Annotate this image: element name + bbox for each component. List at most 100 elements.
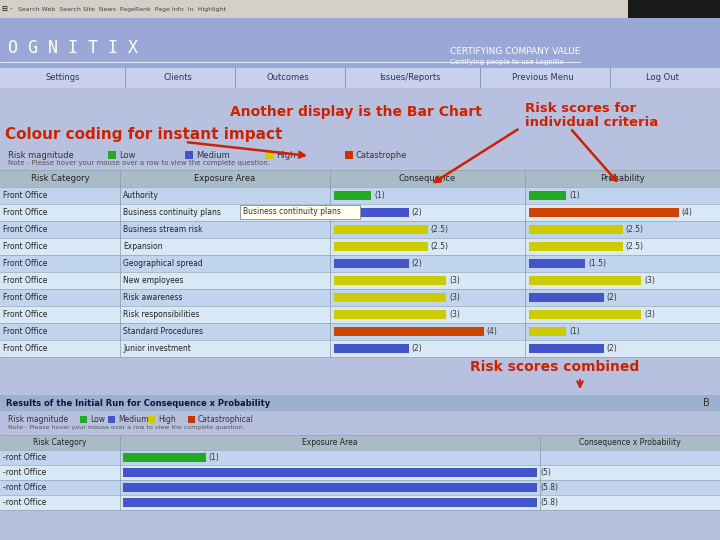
Text: Note - Please hover your mouse over a row to view the complete question.: Note - Please hover your mouse over a ro… [8,160,270,166]
Bar [529,191,567,200]
Text: Front Office: Front Office [3,327,48,336]
Text: (4): (4) [487,327,498,336]
Text: Exposure Area: Exposure Area [302,438,358,447]
Bar [334,310,446,319]
Text: Log Out: Log Out [646,73,679,83]
Bar [529,225,623,234]
Bar [0,204,720,221]
Text: -ront Office: -ront Office [3,483,46,492]
Text: (3): (3) [449,293,460,302]
Bar [529,310,642,319]
Bar [123,468,537,477]
Text: Front Office: Front Office [3,208,48,217]
Text: Previous Menu: Previous Menu [512,73,573,83]
Text: Risk responsibilities: Risk responsibilities [123,310,199,319]
Text: Settings: Settings [45,73,80,83]
Bar [529,345,604,353]
Text: (2.5): (2.5) [431,242,449,251]
Bar [529,293,604,302]
Text: (1): (1) [570,327,580,336]
Text: (4): (4) [682,208,693,217]
Bar [529,276,642,285]
Text: Another display is the Bar Chart: Another display is the Bar Chart [230,105,482,119]
Text: Front Office: Front Office [3,293,48,302]
Text: Risk Category: Risk Category [33,438,86,447]
Bar [0,221,720,238]
Text: Front Office: Front Office [3,310,48,319]
Text: Exposure Area: Exposure Area [194,174,256,183]
Bar [0,306,720,323]
Bar [185,151,193,159]
Bar [0,465,720,480]
Bar [334,293,446,302]
Text: Junior investment: Junior investment [123,344,191,353]
Bar [0,289,720,306]
Bar [334,242,428,251]
Bar [123,483,537,492]
Text: (2.5): (2.5) [626,242,644,251]
Text: Front Office: Front Office [3,259,48,268]
Text: Expansion: Expansion [123,242,163,251]
Text: Consequence x Probability: Consequence x Probability [579,438,681,447]
Bar [0,395,720,411]
Text: Business continuity plans: Business continuity plans [123,208,221,217]
Text: Probability: Probability [600,174,645,183]
Text: Business continuity plans: Business continuity plans [123,468,221,477]
Bar [0,68,720,88]
Text: Risk scores for: Risk scores for [525,102,636,114]
Text: (1): (1) [374,191,385,200]
Bar [529,208,679,217]
Text: Medium: Medium [118,415,148,423]
Bar [0,323,720,340]
Bar [0,18,720,68]
Bar [529,327,567,336]
Text: High: High [276,151,295,159]
Text: Risk Category: Risk Category [31,174,89,183]
Bar [108,416,115,423]
Text: Geographical spread: Geographical spread [123,259,203,268]
Bar [334,276,446,285]
Bar [148,416,155,423]
Text: individual criteria: individual criteria [525,116,658,129]
Bar [610,68,611,88]
Text: (2): (2) [412,344,423,353]
Text: (3): (3) [449,276,460,285]
Bar [480,68,481,88]
Bar [0,480,720,495]
Bar [265,151,273,159]
Text: Front Office: Front Office [3,344,48,353]
Bar [123,498,537,507]
Text: Business continuity plans: Business continuity plans [243,207,341,217]
Bar [80,416,87,423]
Text: (3): (3) [449,310,460,319]
Text: CERTIFYING COMPANY VALUE: CERTIFYING COMPANY VALUE [450,48,580,57]
Bar [0,170,720,187]
Bar [188,416,195,423]
Text: Front Office: Front Office [3,276,48,285]
Bar [108,151,116,159]
Bar [0,187,720,204]
Text: (2): (2) [412,259,423,268]
Text: Low: Low [90,415,105,423]
Text: Consequence: Consequence [399,174,456,183]
Text: -ront Office: -ront Office [3,498,46,507]
Bar [334,191,372,200]
Bar [123,453,206,462]
Bar [529,242,623,251]
Bar [334,345,409,353]
Text: Search Web  Search Site  News  PageRank  Page Info  In  Highlight: Search Web Search Site News PageRank Pag… [18,6,226,11]
Bar [0,435,720,450]
Text: Risk scores combined: Risk scores combined [470,360,639,374]
Text: High: High [158,415,176,423]
Text: (2): (2) [607,293,618,302]
Text: (5.8): (5.8) [540,483,558,492]
Text: O G N I T I X: O G N I T I X [8,39,138,57]
Text: (3): (3) [644,310,655,319]
Bar [0,450,720,465]
Text: Front Office: Front Office [3,225,48,234]
Text: (2): (2) [412,208,423,217]
Text: Issues/Reports: Issues/Reports [379,73,441,83]
Text: Outcomes: Outcomes [266,73,309,83]
Text: Front Office: Front Office [3,191,48,200]
Bar [240,205,360,219]
